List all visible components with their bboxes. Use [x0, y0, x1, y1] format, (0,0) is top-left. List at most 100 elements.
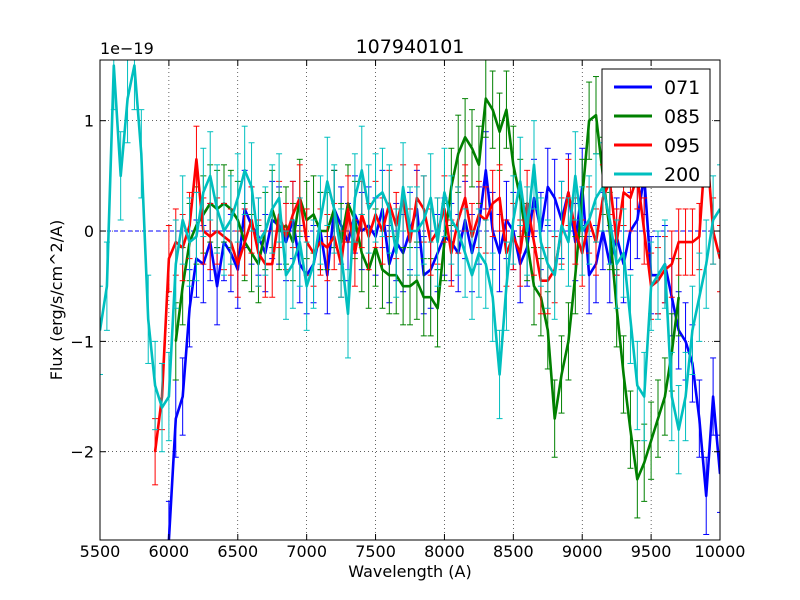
- data-point: [684, 340, 687, 343]
- data-point: [657, 417, 659, 420]
- y-tick-label: −1: [70, 332, 94, 351]
- data-point: [209, 235, 212, 238]
- offset-text: 1e−19: [100, 39, 154, 58]
- data-point: [643, 230, 646, 232]
- data-point: [119, 175, 122, 177]
- data-point: [464, 197, 466, 199]
- data-point: [312, 213, 315, 216]
- x-tick-label: 7500: [355, 542, 396, 561]
- data-point: [705, 495, 708, 497]
- data-point: [491, 202, 494, 205]
- data-point: [436, 307, 439, 310]
- data-point: [512, 219, 515, 221]
- data-point: [133, 64, 136, 67]
- data-point: [436, 241, 439, 243]
- data-point: [684, 395, 687, 398]
- data-point: [498, 252, 501, 254]
- data-point: [478, 252, 480, 254]
- x-tick-label: 7000: [286, 542, 327, 561]
- data-point: [216, 285, 218, 288]
- data-point: [484, 97, 487, 100]
- data-point: [622, 373, 625, 376]
- data-point: [677, 296, 680, 299]
- data-point: [643, 395, 646, 398]
- data-point: [664, 395, 666, 398]
- data-point: [553, 417, 556, 420]
- data-point: [416, 279, 418, 282]
- data-point: [347, 312, 349, 315]
- data-point: [422, 219, 425, 221]
- data-point: [450, 219, 453, 221]
- data-point: [340, 252, 342, 254]
- y-tick-label: 1: [84, 112, 94, 131]
- data-point: [174, 340, 177, 343]
- legend-label-071: 071: [664, 77, 700, 99]
- data-point: [209, 175, 212, 177]
- legend-box: [601, 68, 711, 188]
- data-point: [546, 186, 549, 188]
- data-point: [622, 191, 625, 194]
- data-point: [168, 257, 170, 260]
- data-point: [526, 230, 528, 232]
- data-point: [567, 340, 570, 343]
- data-point: [188, 307, 191, 310]
- y-tick-label: 0: [84, 222, 94, 241]
- data-point: [126, 97, 129, 100]
- data-point: [422, 296, 425, 299]
- data-point: [546, 329, 549, 332]
- data-point: [298, 241, 301, 243]
- series-200: [100, 60, 720, 475]
- data-point: [457, 230, 460, 232]
- data-point: [546, 263, 549, 265]
- legend-label-095: 095: [664, 135, 700, 157]
- data-point: [478, 164, 480, 166]
- data-point: [257, 241, 260, 243]
- data-point: [464, 136, 466, 139]
- data-point: [312, 263, 315, 265]
- data-point: [540, 241, 542, 243]
- data-point: [188, 241, 191, 243]
- data-point: [409, 230, 411, 232]
- data-point: [498, 130, 501, 133]
- data-point: [354, 197, 356, 199]
- data-point: [140, 152, 143, 155]
- data-point: [278, 197, 280, 199]
- data-point: [705, 263, 708, 265]
- data-point: [250, 186, 253, 188]
- data-point: [292, 213, 294, 216]
- data-point: [698, 417, 701, 420]
- data-point: [381, 268, 384, 271]
- data-point: [195, 158, 198, 161]
- data-point: [670, 395, 673, 398]
- data-point: [698, 296, 701, 299]
- data-point: [588, 219, 590, 221]
- data-point: [319, 219, 322, 221]
- data-point: [608, 219, 611, 221]
- data-point: [491, 108, 494, 111]
- data-point: [636, 384, 639, 387]
- data-point: [195, 235, 198, 238]
- x-tick-label: 6000: [149, 542, 190, 561]
- x-tick-label: 9500: [631, 542, 672, 561]
- data-point: [360, 169, 363, 172]
- data-point: [588, 119, 590, 122]
- data-point: [553, 197, 556, 199]
- data-point: [505, 108, 508, 111]
- data-point: [567, 191, 570, 194]
- x-axis-label: Wavelength (A): [348, 562, 471, 581]
- data-point: [236, 263, 239, 265]
- data-point: [395, 252, 398, 254]
- data-point: [560, 224, 563, 227]
- data-point: [174, 263, 177, 265]
- y-tick-label: −2: [70, 443, 94, 462]
- data-point: [285, 274, 287, 276]
- data-point: [471, 274, 473, 276]
- data-point: [181, 395, 184, 398]
- data-point: [429, 197, 432, 199]
- data-point: [677, 241, 680, 243]
- data-point: [230, 219, 232, 221]
- data-point: [161, 406, 163, 409]
- data-point: [333, 208, 336, 210]
- data-point: [354, 252, 356, 254]
- data-point: [512, 164, 515, 166]
